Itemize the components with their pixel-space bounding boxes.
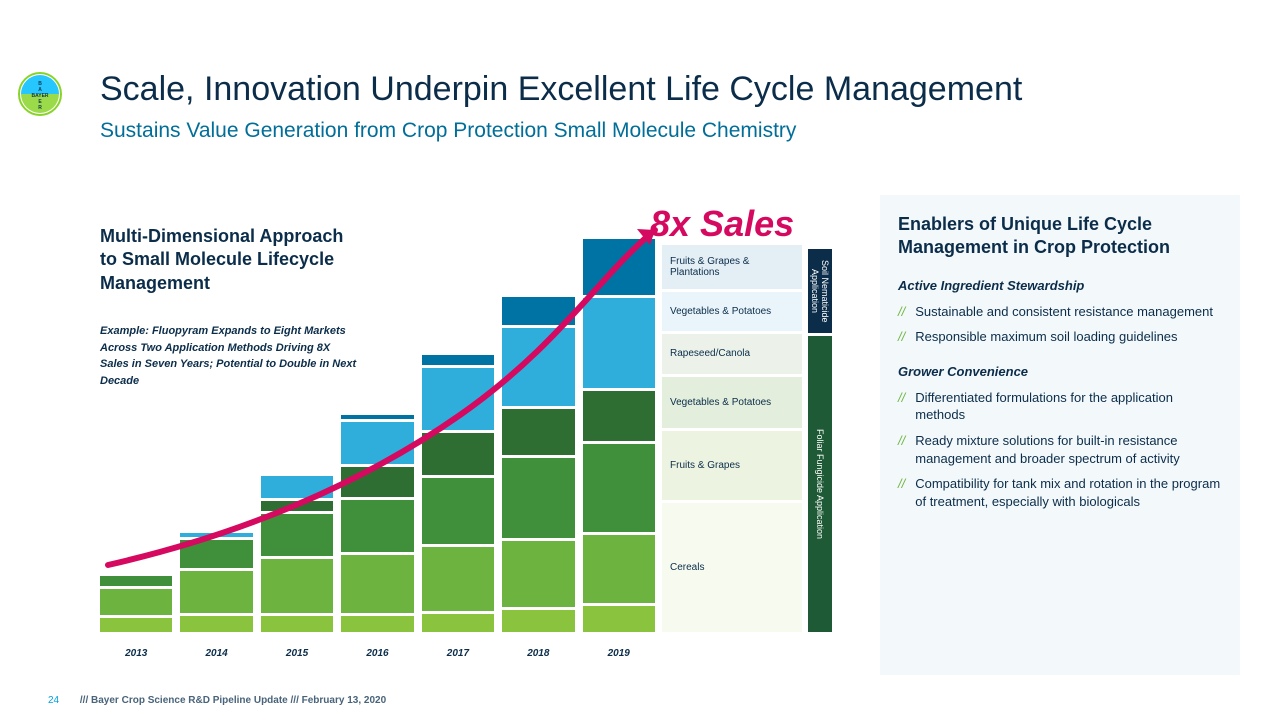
seg-vegfoliar <box>180 540 252 568</box>
seg-vegsoil <box>502 328 574 406</box>
legend-rapeseed: Rapeseed/Canola <box>662 334 802 374</box>
stacked-bar-chart: 8x Sales CerealsFruits & GrapesVegetable… <box>100 195 860 665</box>
seg-vegsoil <box>341 422 413 464</box>
seg-rapeseed <box>422 433 494 475</box>
sales-callout: 8x Sales <box>650 203 794 245</box>
page-subtitle: Sustains Value Generation from Crop Prot… <box>100 119 1240 143</box>
seg-cereals <box>583 606 655 632</box>
seg-fgp <box>422 355 494 365</box>
seg-vegsoil <box>261 476 333 498</box>
enablers-panel: Enablers of Unique Life Cycle Management… <box>880 195 1240 675</box>
legend-cereals: Cereals <box>662 503 802 632</box>
bullet-mark-icon: // <box>898 475 905 510</box>
seg-fruits <box>180 571 252 613</box>
seg-cereals <box>100 618 172 632</box>
seg-fruits <box>261 559 333 613</box>
seg-rapeseed <box>341 467 413 497</box>
year-label: 2014 <box>180 648 252 659</box>
seg-vegsoil <box>422 368 494 430</box>
seg-fgp <box>341 415 413 419</box>
section-heading: Grower Convenience <box>898 364 1222 379</box>
bar-2016 <box>341 415 413 635</box>
bullet-text: Responsible maximum soil loading guideli… <box>915 328 1177 346</box>
bullet-mark-icon: // <box>898 432 905 467</box>
vertical-label: Foliar Fungicide Application <box>808 336 832 632</box>
bar-2018 <box>502 297 574 635</box>
seg-vegfoliar <box>100 576 172 586</box>
seg-vegfoliar <box>341 500 413 552</box>
seg-fgp <box>502 297 574 325</box>
seg-rapeseed <box>261 501 333 511</box>
bar-2019 <box>583 239 655 635</box>
page-number: 24 <box>48 695 59 706</box>
seg-cereals <box>422 614 494 632</box>
bullet-text: Differentiated formulations for the appl… <box>915 389 1222 424</box>
bullet-mark-icon: // <box>898 389 905 424</box>
seg-fruits <box>100 589 172 615</box>
bar-2014 <box>180 533 252 635</box>
seg-vegfoliar <box>583 444 655 532</box>
seg-fruits <box>502 541 574 607</box>
page-title: Scale, Innovation Underpin Excellent Lif… <box>100 70 1240 109</box>
year-label: 2018 <box>502 648 574 659</box>
seg-cereals <box>502 610 574 632</box>
legend-vegsoil: Vegetables & Potatoes <box>662 292 802 332</box>
bullet-item: // Differentiated formulations for the ap… <box>898 389 1222 424</box>
seg-fruits <box>422 547 494 611</box>
seg-fgp <box>583 239 655 295</box>
footer-text: /// Bayer Crop Science R&D Pipeline Upda… <box>80 695 386 706</box>
year-label: 2013 <box>100 648 172 659</box>
bullet-text: Compatibility for tank mix and rotation … <box>915 475 1222 510</box>
year-label: 2019 <box>583 648 655 659</box>
legend-fgp: Fruits & Grapes & Plantations <box>662 245 802 289</box>
legend-fruits: Fruits & Grapes <box>662 431 802 500</box>
seg-cereals <box>341 616 413 632</box>
bullet-text: Ready mixture solutions for built-in res… <box>915 432 1222 467</box>
seg-vegsoil <box>583 298 655 388</box>
seg-vegfoliar <box>502 458 574 538</box>
bar-2013 <box>100 576 172 635</box>
year-label: 2015 <box>261 648 333 659</box>
bullet-item: // Compatibility for tank mix and rotatio… <box>898 475 1222 510</box>
seg-vegsoil <box>180 533 252 537</box>
svg-text:R: R <box>38 105 42 111</box>
seg-fruits <box>583 535 655 603</box>
bullet-item: // Sustainable and consistent resistance … <box>898 303 1222 321</box>
vertical-label: Soil Nematicide Application <box>808 249 832 333</box>
bullet-item: // Responsible maximum soil loading guide… <box>898 328 1222 346</box>
seg-cereals <box>261 616 333 632</box>
legend-vegfoliar: Vegetables & Potatoes <box>662 377 802 428</box>
right-heading: Enablers of Unique Life Cycle Management… <box>898 213 1222 260</box>
bullet-item: // Ready mixture solutions for built-in r… <box>898 432 1222 467</box>
bayer-logo: B A BAYER E R <box>18 72 62 116</box>
slide-footer: 24 /// Bayer Crop Science R&D Pipeline U… <box>48 695 386 706</box>
seg-vegfoliar <box>261 514 333 556</box>
bar-2015 <box>261 476 333 635</box>
bar-2017 <box>422 355 494 635</box>
seg-rapeseed <box>583 391 655 441</box>
seg-fruits <box>341 555 413 613</box>
year-label: 2017 <box>422 648 494 659</box>
bullet-mark-icon: // <box>898 328 905 346</box>
seg-vegfoliar <box>422 478 494 544</box>
seg-rapeseed <box>502 409 574 455</box>
seg-cereals <box>180 616 252 632</box>
year-label: 2016 <box>341 648 413 659</box>
bullet-mark-icon: // <box>898 303 905 321</box>
bullet-text: Sustainable and consistent resistance ma… <box>915 303 1213 321</box>
section-heading: Active Ingredient Stewardship <box>898 278 1222 293</box>
